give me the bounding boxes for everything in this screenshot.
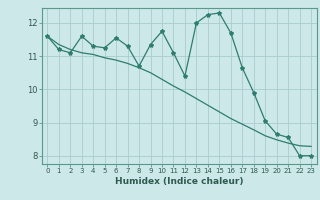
- X-axis label: Humidex (Indice chaleur): Humidex (Indice chaleur): [115, 177, 244, 186]
